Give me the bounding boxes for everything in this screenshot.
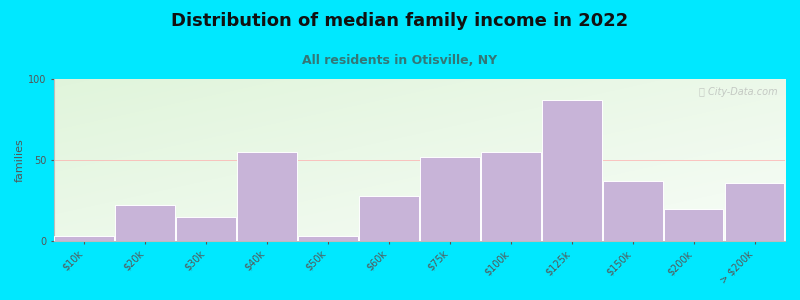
Bar	[603, 181, 662, 241]
Y-axis label: families: families	[15, 138, 25, 182]
Bar	[725, 183, 784, 241]
Text: ⓘ City-Data.com: ⓘ City-Data.com	[699, 87, 778, 97]
Bar	[542, 100, 602, 241]
Bar	[176, 217, 236, 241]
Text: Distribution of median family income in 2022: Distribution of median family income in …	[171, 12, 629, 30]
Bar	[238, 152, 297, 241]
Bar	[481, 152, 541, 241]
Bar	[664, 208, 723, 241]
Bar	[115, 205, 175, 241]
Bar	[359, 196, 418, 241]
Text: All residents in Otisville, NY: All residents in Otisville, NY	[302, 54, 498, 67]
Bar	[298, 236, 358, 241]
Bar	[54, 236, 114, 241]
Bar	[420, 157, 480, 241]
